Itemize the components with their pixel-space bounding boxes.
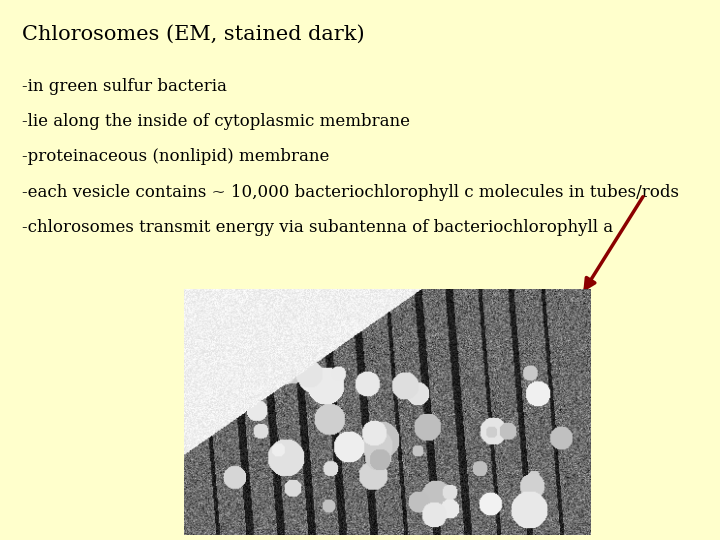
Text: -chlorosomes transmit energy via subantenna of bacteriochlorophyll a: -chlorosomes transmit energy via subante… <box>22 219 613 235</box>
Text: -lie along the inside of cytoplasmic membrane: -lie along the inside of cytoplasmic mem… <box>22 113 410 130</box>
Text: -in green sulfur bacteria: -in green sulfur bacteria <box>22 78 227 95</box>
Text: -proteinaceous (nonlipid) membrane: -proteinaceous (nonlipid) membrane <box>22 148 329 165</box>
Text: Chlorosomes (EM, stained dark): Chlorosomes (EM, stained dark) <box>22 24 364 43</box>
Text: -each vesicle contains ~ 10,000 bacteriochlorophyll c molecules in tubes/rods: -each vesicle contains ~ 10,000 bacterio… <box>22 184 679 200</box>
